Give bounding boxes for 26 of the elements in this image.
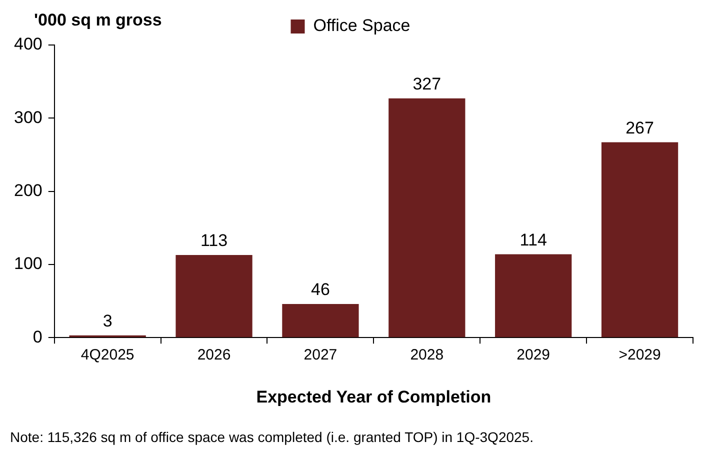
x-tick-label: 2027 <box>304 346 338 364</box>
y-tick-label: 0 <box>32 327 42 346</box>
data-label: 327 <box>412 74 442 94</box>
x-tick-label: >2029 <box>618 346 661 364</box>
bar <box>282 304 359 338</box>
data-label: 114 <box>520 230 547 250</box>
data-label: 3 <box>102 312 112 331</box>
data-label: 113 <box>200 231 228 250</box>
x-tick-label: 2029 <box>516 346 550 364</box>
x-tick-label: 2028 <box>410 346 444 364</box>
bar <box>495 254 572 338</box>
y-tick-label: 200 <box>14 180 42 200</box>
x-tick-label: 4Q2025 <box>80 346 134 364</box>
legend-label: Office Space <box>313 16 410 36</box>
y-tick-label: 400 <box>14 34 42 54</box>
bar <box>601 142 678 338</box>
data-label: 46 <box>311 280 330 300</box>
bar <box>388 98 466 338</box>
text: Note: 115,326 sq m of office space was completed (i.e. granted TOP) in 1Q-3Q2025. <box>10 428 534 445</box>
y-tick-label: 300 <box>14 108 42 127</box>
data-label: 267 <box>626 118 654 138</box>
y-tick-label: 100 <box>14 254 42 274</box>
y-axis-title: '000 sq m gross <box>34 10 162 30</box>
x-axis-title: Expected Year of Completion <box>256 387 492 406</box>
bar <box>176 254 252 338</box>
x-tick-label: 2026 <box>197 346 231 364</box>
